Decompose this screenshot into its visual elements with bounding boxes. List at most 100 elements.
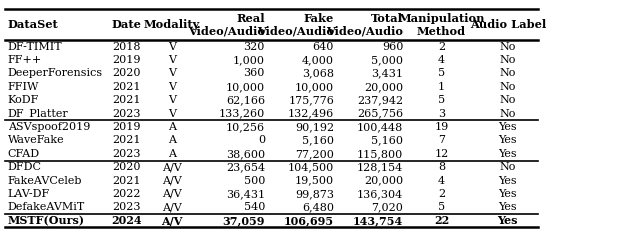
Text: No: No [500,82,516,92]
Text: Yes: Yes [499,176,517,186]
Text: 2021: 2021 [112,95,140,105]
Text: No: No [500,68,516,78]
Text: V: V [168,42,176,52]
Text: DFDC: DFDC [8,162,42,172]
Text: V: V [168,95,176,105]
Text: 2021: 2021 [112,176,140,186]
Text: Total
Video/Audio: Total Video/Audio [326,13,403,37]
Text: 115,800: 115,800 [357,149,403,159]
Text: A/V: A/V [163,162,182,172]
Text: No: No [500,42,516,52]
Text: 5,160: 5,160 [302,135,334,145]
Text: 2021: 2021 [112,135,140,145]
Text: 2019: 2019 [112,122,140,132]
Text: DataSet: DataSet [8,19,58,30]
Text: 5: 5 [438,68,445,78]
Text: DefakeAVMiT: DefakeAVMiT [8,202,85,212]
Text: 2023: 2023 [112,202,140,212]
Text: 10,000: 10,000 [295,82,334,92]
Text: 960: 960 [382,42,403,52]
Text: 5,160: 5,160 [371,135,403,145]
Text: 4: 4 [438,176,445,186]
Text: 320: 320 [244,42,265,52]
Text: A/V: A/V [163,176,182,186]
Text: DF_Platter: DF_Platter [8,108,68,119]
Text: 37,059: 37,059 [223,215,265,226]
Text: No: No [500,162,516,172]
Text: 23,654: 23,654 [226,162,265,172]
Text: 2018: 2018 [112,42,140,52]
Text: 5: 5 [438,95,445,105]
Text: 265,756: 265,756 [357,109,403,119]
Text: 7,020: 7,020 [371,202,403,212]
Text: 100,448: 100,448 [357,122,403,132]
Text: Modality: Modality [144,19,200,30]
Text: 143,754: 143,754 [353,215,403,226]
Text: 38,600: 38,600 [226,149,265,159]
Text: Yes: Yes [499,135,517,145]
Text: A: A [168,135,176,145]
Text: 2020: 2020 [112,162,140,172]
Text: Yes: Yes [499,202,517,212]
Text: Yes: Yes [499,189,517,199]
Text: No: No [500,55,516,65]
Text: A: A [168,149,176,159]
Text: No: No [500,109,516,119]
Text: 640: 640 [313,42,334,52]
Text: 2023: 2023 [112,109,140,119]
Text: A/V: A/V [163,189,182,199]
Text: 20,000: 20,000 [364,176,403,186]
Text: Real
Video/Audio: Real Video/Audio [188,13,265,37]
Text: 6,480: 6,480 [302,202,334,212]
Text: 104,500: 104,500 [288,162,334,172]
Text: 128,154: 128,154 [357,162,403,172]
Text: 99,873: 99,873 [295,189,334,199]
Text: 2024: 2024 [111,215,141,226]
Text: DeeperForensics: DeeperForensics [8,68,103,78]
Text: 0: 0 [258,135,265,145]
Text: 136,304: 136,304 [357,189,403,199]
Text: A/V: A/V [163,202,182,212]
Text: 106,695: 106,695 [284,215,334,226]
Text: ASVspoof2019: ASVspoof2019 [8,122,90,132]
Text: 19,500: 19,500 [295,176,334,186]
Text: Yes: Yes [499,122,517,132]
Text: A: A [168,122,176,132]
Text: 2021: 2021 [112,82,140,92]
Text: 2: 2 [438,189,445,199]
Text: 237,942: 237,942 [357,95,403,105]
Text: 10,000: 10,000 [226,82,265,92]
Text: 133,260: 133,260 [219,109,265,119]
Text: 62,166: 62,166 [226,95,265,105]
Text: 2022: 2022 [112,189,140,199]
Text: 22: 22 [434,215,449,226]
Text: V: V [168,55,176,65]
Text: WaveFake: WaveFake [8,135,64,145]
Text: Fake
Video/Audio: Fake Video/Audio [257,13,334,37]
Text: 90,192: 90,192 [295,122,334,132]
Text: 132,496: 132,496 [288,109,334,119]
Text: 360: 360 [244,68,265,78]
Text: 2023: 2023 [112,149,140,159]
Text: Manipulation
Method: Manipulation Method [398,13,485,37]
Text: 7: 7 [438,135,445,145]
Text: 12: 12 [435,149,449,159]
Text: 175,776: 175,776 [288,95,334,105]
Text: 5: 5 [438,202,445,212]
Text: No: No [500,95,516,105]
Text: 77,200: 77,200 [295,149,334,159]
Text: 3,431: 3,431 [371,68,403,78]
Text: FFIW: FFIW [8,82,39,92]
Text: 540: 540 [244,202,265,212]
Text: 2: 2 [438,42,445,52]
Text: Yes: Yes [499,149,517,159]
Text: 10,256: 10,256 [226,122,265,132]
Text: 3: 3 [438,109,445,119]
Text: LAV-DF: LAV-DF [8,189,50,199]
Text: 2020: 2020 [112,68,140,78]
Text: V: V [168,82,176,92]
Text: FF++: FF++ [8,55,42,65]
Text: DF-TIMIT: DF-TIMIT [8,42,62,52]
Text: 500: 500 [244,176,265,186]
Text: 3,068: 3,068 [302,68,334,78]
